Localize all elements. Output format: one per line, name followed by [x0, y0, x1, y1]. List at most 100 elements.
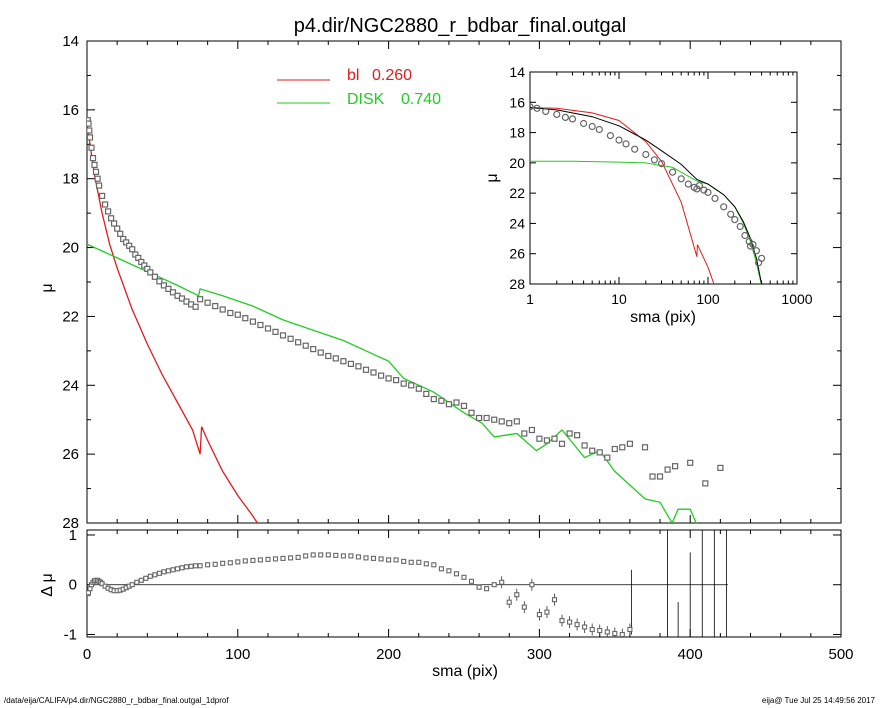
residual-point	[183, 564, 190, 570]
residual-point	[143, 575, 149, 581]
data-point	[536, 435, 543, 442]
data-point	[94, 175, 101, 182]
inset-y-tick-label: 18	[509, 125, 525, 141]
inset-y-tick-label: 14	[509, 64, 525, 80]
data-point	[521, 430, 528, 437]
inset-data-point	[741, 231, 749, 240]
data-point	[596, 449, 603, 456]
data-point	[551, 435, 558, 442]
inset-data-point	[695, 182, 704, 190]
residual-point	[567, 619, 573, 625]
data-point	[234, 311, 241, 318]
residual-point	[87, 590, 92, 596]
residual-point	[551, 597, 558, 603]
legend-label-disk: DISK	[347, 91, 385, 108]
data-point	[147, 269, 154, 276]
main-y-tick-label: 16	[62, 102, 79, 119]
residual-point	[408, 559, 414, 565]
legend-value-bl: 0.260	[372, 67, 412, 84]
data-point	[89, 155, 97, 162]
data-point	[468, 409, 475, 416]
data-point	[160, 282, 167, 289]
inset-data-point	[677, 175, 685, 183]
inset-data-point	[533, 104, 541, 112]
residual-point	[461, 574, 467, 580]
main-y-tick-label: 26	[62, 446, 79, 463]
data-point	[573, 432, 581, 439]
inset-data-point	[606, 132, 615, 140]
residual-point	[288, 555, 294, 561]
data-point	[117, 230, 124, 237]
inset-plot-frame	[529, 71, 798, 285]
data-point	[460, 402, 468, 409]
inset-series-group	[530, 103, 766, 284]
residual-point	[619, 631, 625, 637]
data-point	[423, 390, 430, 397]
residual-point	[536, 612, 542, 618]
residual-plot: 1 0 -1 0 100 200 300 400 500	[64, 527, 854, 663]
data-point	[156, 278, 163, 285]
data-point	[611, 445, 618, 453]
data-point	[249, 318, 256, 325]
residual-point	[165, 568, 171, 574]
data-point	[671, 463, 679, 470]
residual-point	[582, 624, 588, 630]
data-point	[295, 339, 302, 346]
residual-point	[340, 553, 346, 559]
data-point	[513, 418, 520, 425]
residual-point	[227, 560, 233, 566]
residual-point	[235, 559, 241, 565]
residual-point	[156, 570, 162, 576]
data-point	[558, 440, 566, 447]
data-point	[491, 416, 498, 423]
main-y-axis-label: μ	[39, 283, 56, 292]
residual-x-tick-label: 300	[527, 646, 552, 663]
residual-point	[280, 555, 286, 561]
data-point	[702, 480, 709, 487]
data-point	[604, 454, 611, 461]
residual-point	[499, 579, 505, 585]
data-point	[310, 346, 317, 353]
data-point	[589, 447, 596, 454]
residual-point	[205, 562, 211, 568]
data-point	[87, 120, 92, 127]
data-point	[110, 220, 118, 227]
residual-point	[129, 582, 135, 588]
residual-point	[386, 557, 392, 563]
data-point	[626, 440, 634, 447]
data-point	[129, 246, 136, 253]
data-point	[151, 273, 158, 280]
data-point	[506, 420, 513, 427]
residual-point	[242, 558, 248, 564]
inset-series-line-bl	[530, 107, 715, 284]
data-point	[101, 201, 109, 208]
residual-point	[370, 555, 377, 561]
residual-point	[212, 561, 218, 567]
data-point	[408, 382, 415, 389]
main-y-tick-label: 14	[62, 33, 79, 50]
residual-point	[544, 609, 550, 615]
inset-y-tick-label: 28	[509, 276, 525, 292]
data-point	[114, 225, 121, 232]
inset-data-point	[757, 254, 766, 262]
data-point	[347, 360, 354, 367]
data-point	[438, 397, 445, 404]
residual-point	[597, 627, 603, 634]
residual-point	[559, 618, 565, 624]
residual-point	[250, 557, 256, 563]
residual-point	[453, 571, 460, 577]
residual-point	[612, 630, 618, 637]
inset-data-point	[615, 136, 623, 144]
residual-x-tick-label: 400	[678, 646, 703, 663]
residual-series-group	[87, 530, 727, 637]
data-point	[445, 401, 452, 408]
inset-data-point	[631, 145, 639, 153]
data-point	[340, 358, 347, 365]
inset-data-point	[727, 210, 735, 218]
footer-path: /data/eija/CALIFA/p4.dir/NGC2880_r_bdbar…	[4, 696, 229, 705]
residual-point	[468, 578, 475, 584]
data-point	[332, 355, 339, 362]
data-point	[664, 466, 671, 473]
inset-y-tick-label: 16	[509, 94, 525, 110]
